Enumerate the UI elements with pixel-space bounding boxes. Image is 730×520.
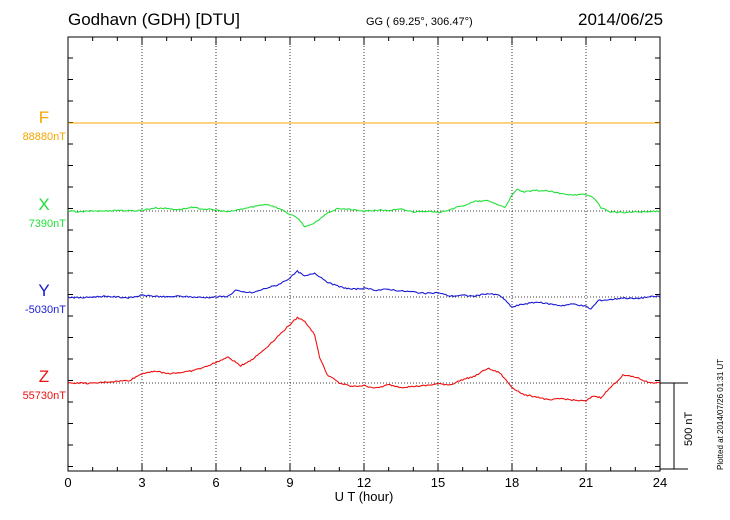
series-line-Z [67, 316, 661, 402]
x-tick-label: 24 [653, 475, 667, 490]
x-tick-label: 0 [64, 475, 71, 490]
grid [141, 37, 587, 471]
ticks [67, 37, 661, 471]
x-tick-labels: 0 3 6 9 12 15 18 21 24 [64, 475, 667, 490]
x-tick-label: 18 [505, 475, 519, 490]
x-tick-label: 9 [286, 475, 293, 490]
station-coords: GG ( 69.25°, 306.47°) [366, 16, 473, 28]
series-group [67, 122, 661, 402]
series-label-Z: Z [38, 367, 50, 386]
date-label: 2014/06/25 [578, 10, 664, 29]
x-axis-label: U T (hour) [335, 489, 394, 504]
station-title: Godhavn (GDH) [DTU] [68, 10, 240, 29]
baseline-label-F: 88880nT [22, 131, 66, 143]
plotted-timestamp: Plotted at 2014/07/26 01:31 UT [716, 358, 725, 470]
series-line-Y [67, 270, 661, 310]
series-line-X [67, 188, 661, 228]
baseline-label-Y: -5030nT [25, 304, 66, 316]
scale-bar [660, 382, 688, 470]
x-tick-label: 3 [138, 475, 145, 490]
x-tick-label: 6 [212, 475, 219, 490]
scale-bar-label: 500 nT [683, 411, 695, 446]
series-label-Y: Y [38, 281, 50, 300]
x-tick-label: 21 [579, 475, 593, 490]
series-label-F: F [38, 108, 50, 127]
x-tick-label: 15 [431, 475, 445, 490]
series-label-X: X [38, 195, 50, 214]
x-tick-label: 12 [357, 475, 371, 490]
baseline-label-X: 7390nT [28, 218, 66, 230]
baseline-label-Z: 55730nT [22, 390, 66, 402]
